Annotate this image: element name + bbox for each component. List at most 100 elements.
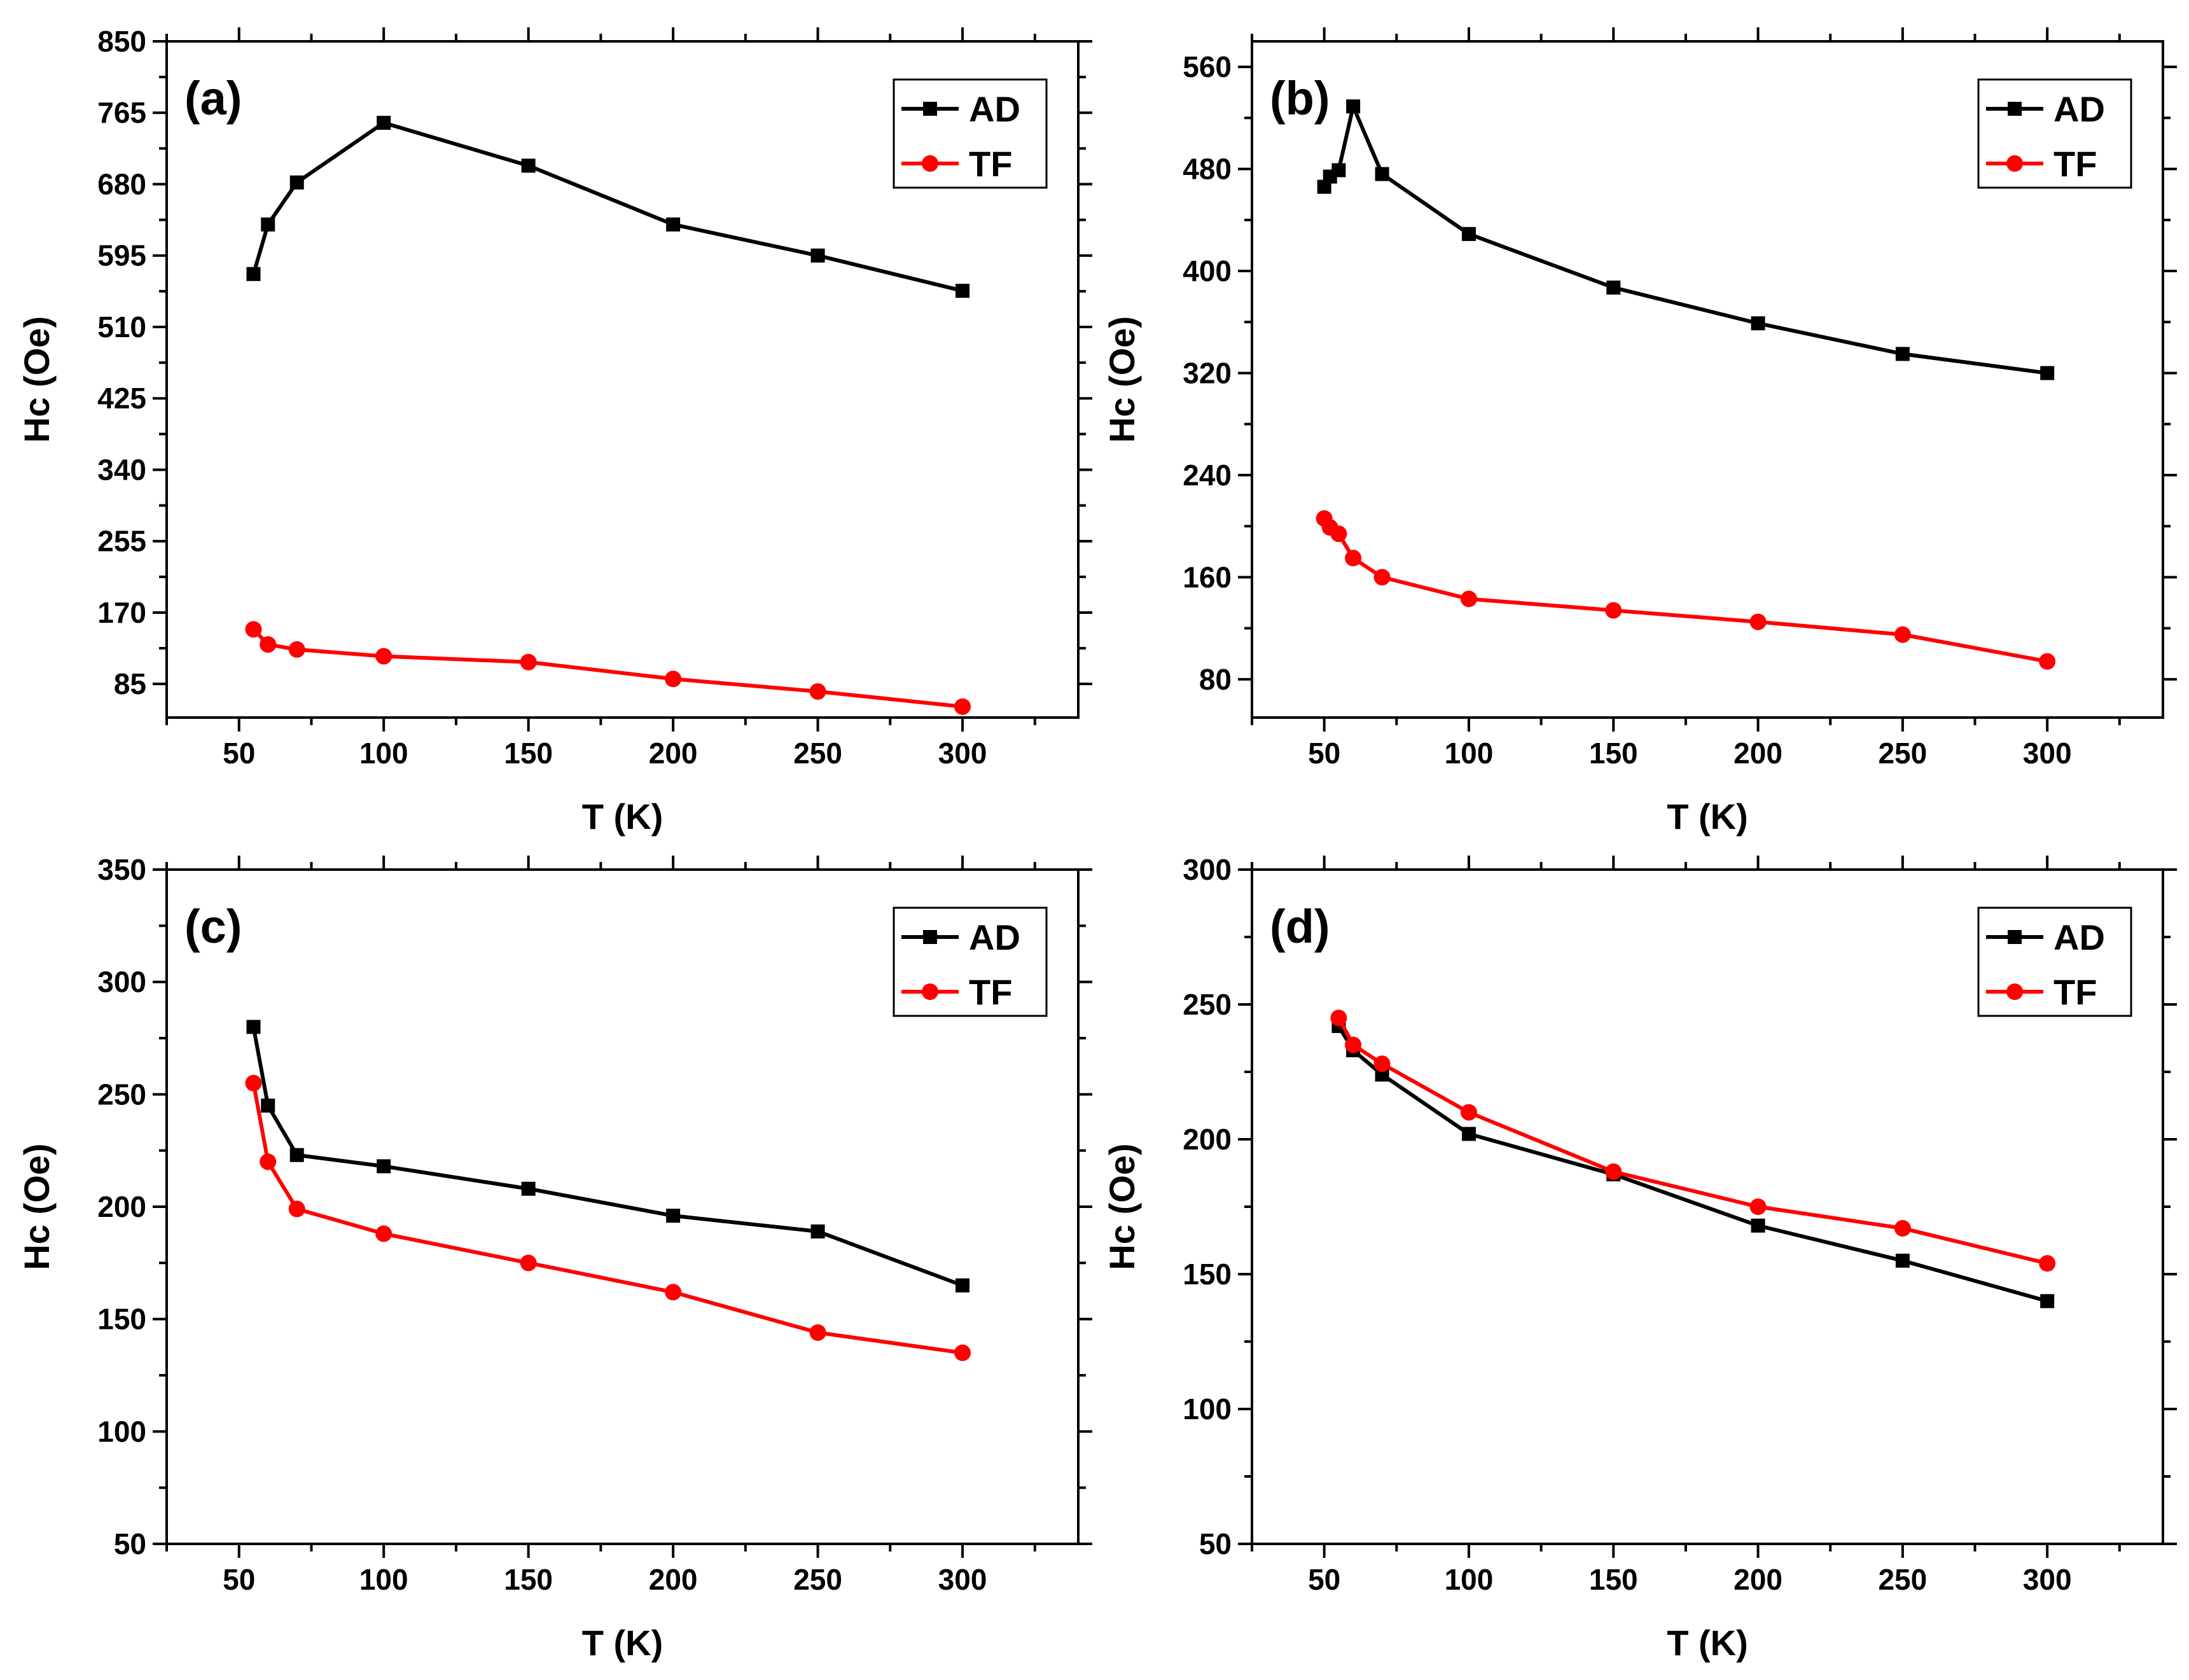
data-point-TF [954, 698, 971, 715]
y-tick-label: 680 [97, 167, 146, 200]
data-point-AD [1461, 1127, 1476, 1141]
data-point-AD [1461, 226, 1476, 241]
y-tick-label: 300 [1183, 853, 1232, 886]
panel-2: 50 100 150 200 250 300 80 160 240 320 400 480 560 T (… [1102, 27, 2177, 837]
data-point-TF [245, 1074, 262, 1092]
data-point-TF [375, 648, 393, 665]
data-point-AD [2040, 1294, 2055, 1309]
legend-box [893, 78, 1048, 189]
series-line-TF [251, 1083, 963, 1355]
x-tick-label: 150 [1589, 737, 1638, 770]
x-tick-label: 50 [1308, 737, 1340, 770]
panel-label: (c) [184, 900, 242, 953]
y-tick-label: 300 [97, 966, 146, 999]
plot-frame [1251, 40, 2164, 719]
y-tick-label: 350 [97, 853, 146, 886]
data-point-TF [288, 1200, 305, 1218]
series-line-AD [251, 1026, 964, 1288]
data-point-TF [1749, 1198, 1767, 1215]
y-tick-label: 100 [97, 1415, 146, 1448]
x-tick-label: 200 [1734, 1563, 1782, 1596]
x-tick-label: 100 [1445, 737, 1494, 770]
data-point-AD [1606, 281, 1621, 295]
y-tick-label: 425 [97, 382, 146, 415]
data-point-AD [2040, 366, 2055, 380]
data-point-AD [521, 158, 536, 173]
data-point-TF [809, 683, 826, 700]
y-axis-title: Hc (Oe) [1102, 1143, 1142, 1270]
plot-frame [165, 40, 1080, 719]
data-point-TF [1894, 626, 1911, 643]
x-tick-label: 300 [2023, 737, 2072, 770]
legend-swatch-marker [2006, 983, 2023, 1000]
y-tick-label: 240 [1183, 459, 1232, 492]
legend-label-AD: AD [2053, 917, 2105, 957]
y-tick-label: 50 [114, 1527, 146, 1560]
data-point-AD [956, 284, 970, 298]
data-point-AD [956, 1278, 970, 1293]
data-point-AD [289, 1148, 304, 1162]
data-point-TF [1373, 1055, 1391, 1073]
legend: AD TF [1977, 78, 2132, 189]
y-tick-label: 250 [1183, 988, 1232, 1021]
y-tick-label: 340 [97, 453, 146, 486]
legend-box [1977, 78, 2132, 189]
legend-swatch-marker [923, 102, 937, 116]
data-point-AD [666, 217, 681, 232]
data-point-AD [810, 248, 825, 263]
data-point-TF [1894, 1219, 1911, 1237]
legend-box [1977, 906, 2132, 1017]
y-tick-label: 250 [97, 1078, 146, 1111]
legend: AD TF [1977, 906, 2132, 1017]
x-tick-label: 250 [793, 737, 842, 770]
y-tick-label: 200 [1183, 1123, 1232, 1156]
legend-box [893, 906, 1048, 1017]
y-axis-title: Hc (Oe) [17, 316, 57, 443]
legend-label-AD: AD [2053, 89, 2105, 129]
legend-swatch-marker [2006, 155, 2023, 172]
panel-1: 50 100 150 200 250 300 85 170 255 340 425 510 595 680… [17, 25, 1092, 837]
data-point-TF [288, 641, 305, 658]
data-point-AD [377, 1159, 391, 1174]
legend-swatch-marker [922, 983, 938, 1000]
data-point-AD [289, 175, 304, 190]
data-point-TF [260, 1153, 277, 1170]
data-point-AD [246, 267, 261, 281]
y-tick-label: 595 [97, 239, 146, 272]
data-point-TF [1460, 1104, 1477, 1121]
data-point-TF [375, 1225, 393, 1242]
x-tick-label: 200 [649, 737, 698, 770]
x-tick-label: 150 [504, 1563, 553, 1596]
x-tick-label: 100 [359, 737, 408, 770]
panel-label: (b) [1270, 72, 1330, 125]
y-tick-label: 85 [114, 667, 146, 700]
y-tick-label: 170 [97, 596, 146, 629]
y-axis-title: Hc (Oe) [17, 1143, 57, 1270]
y-tick-label: 320 [1183, 356, 1232, 389]
legend-label-TF: TF [969, 144, 1012, 184]
x-tick-label: 150 [504, 737, 553, 770]
x-tick-label: 100 [359, 1563, 408, 1596]
x-tick-label: 300 [938, 1563, 987, 1596]
data-point-TF [1605, 1163, 1622, 1180]
data-point-AD [261, 217, 275, 232]
y-tick-label: 480 [1183, 153, 1232, 186]
legend-label-TF: TF [2053, 972, 2097, 1012]
x-axis-title: T (K) [582, 796, 664, 837]
legend-swatch-marker [2008, 102, 2022, 116]
data-point-AD [521, 1181, 536, 1196]
y-tick-label: 160 [1183, 560, 1232, 594]
data-point-TF [1460, 590, 1477, 607]
y-tick-label: 850 [97, 25, 146, 58]
data-point-AD [1751, 1218, 1765, 1233]
legend-swatch-marker [2008, 930, 2022, 944]
x-tick-label: 250 [793, 1563, 842, 1596]
y-axis-title: Hc (Oe) [1102, 316, 1142, 443]
data-point-AD [1375, 167, 1389, 181]
data-point-TF [665, 1284, 682, 1301]
data-point-TF [1749, 613, 1767, 630]
y-tick-label: 510 [97, 310, 146, 344]
x-tick-label: 300 [2023, 1563, 2072, 1596]
x-tick-label: 100 [1445, 1563, 1494, 1596]
